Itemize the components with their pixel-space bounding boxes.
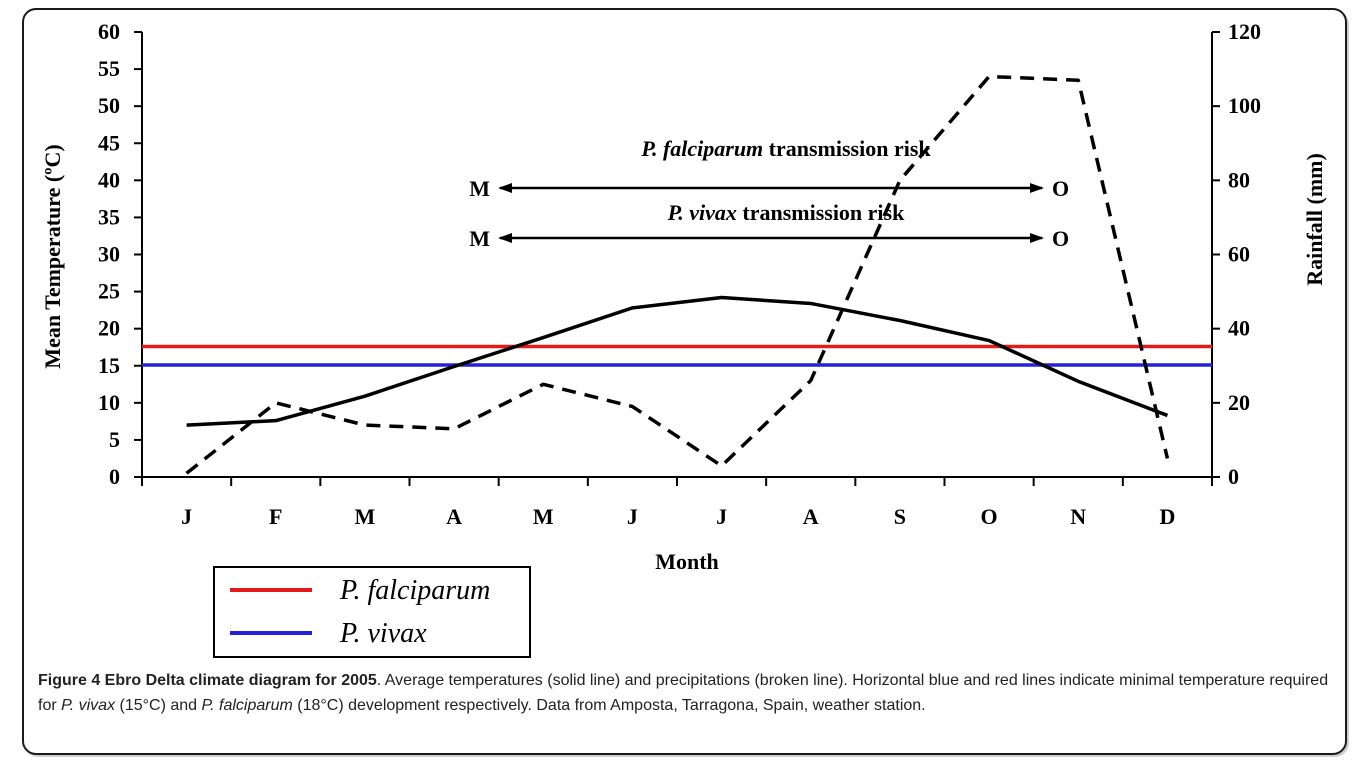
temperature-line xyxy=(186,295,1169,427)
annotation-label-1: P. vivax transmission risk xyxy=(667,200,905,225)
y2-tick-label: 80 xyxy=(1228,167,1250,192)
annotation-label-rest: transmission risk xyxy=(737,200,905,225)
x-tick-label: M xyxy=(355,504,376,529)
y-tick-label: 30 xyxy=(98,242,120,267)
y-tick-label: 35 xyxy=(98,204,120,229)
legend-box xyxy=(213,566,531,658)
y2-tick-label: 40 xyxy=(1228,316,1250,341)
y2-axis-title: Rainfall (mm) xyxy=(1302,153,1327,286)
annotation-label-rest: transmission risk xyxy=(763,136,931,161)
annotation-label-italic: P. falciparum xyxy=(640,136,763,161)
figure-frame xyxy=(22,8,1347,755)
annotation-label-0: P. falciparum transmission risk xyxy=(640,136,931,161)
y-axis-title: Mean Temperature (ºC) xyxy=(40,144,65,368)
y-tick-label: 40 xyxy=(98,167,120,192)
caption-text-3: (18°C) development respectively. Data fr… xyxy=(292,697,926,714)
y-tick-label: 50 xyxy=(98,93,120,118)
x-tick-label: J xyxy=(181,504,192,529)
x-tick-label: O xyxy=(981,504,998,529)
y-tick-label: 45 xyxy=(98,130,120,155)
axes: 0 5 10 15 20 25 30 35 40 45 50 55 60 0 20 40 60 80 100 120 J… xyxy=(40,19,1327,574)
annotation-start-0: M xyxy=(469,176,490,201)
x-tick-label: J xyxy=(627,504,638,529)
x-tick-label: F xyxy=(269,504,282,529)
y-tick-label: 0 xyxy=(109,464,120,489)
plot-lines xyxy=(142,74,1212,475)
x-tick-label: A xyxy=(803,504,819,529)
x-tick-label: D xyxy=(1159,504,1175,529)
y-tick-label: 10 xyxy=(98,390,120,415)
y-tick-label: 55 xyxy=(98,56,120,81)
y2-tick-label: 120 xyxy=(1228,19,1261,44)
x-tick-label: N xyxy=(1070,504,1086,529)
y-tick-label: 25 xyxy=(98,279,120,304)
legend-label-1: P. vivax xyxy=(339,618,427,649)
legend-label-0: P. falciparum xyxy=(339,575,490,606)
annotations: P. falciparum transmission risk M O P. viva… xyxy=(469,136,1069,251)
y2-tick-label: 20 xyxy=(1228,390,1250,415)
y-tick-label: 20 xyxy=(98,316,120,341)
y2-tick-label: 60 xyxy=(1228,242,1250,267)
x-tick-label: J xyxy=(716,504,727,529)
x-axis-title: Month xyxy=(655,549,719,574)
caption-italic-1: P. vivax xyxy=(61,697,116,714)
annotation-label-italic: P. vivax xyxy=(667,200,737,225)
caption-title: Figure 4 Ebro Delta climate diagram for … xyxy=(38,672,377,689)
y-tick-label: 60 xyxy=(98,19,120,44)
x-tick-label: A xyxy=(446,504,462,529)
figure-caption: Figure 4 Ebro Delta climate diagram for … xyxy=(38,668,1338,718)
caption-text-2: (15°C) and xyxy=(115,697,202,714)
x-tick-label: S xyxy=(894,504,906,529)
x-tick-label: M xyxy=(533,504,554,529)
y2-tick-label: 0 xyxy=(1228,464,1239,489)
caption-italic-2: P. falciparum xyxy=(201,697,293,714)
caption-text-1: . Average temperatures (solid line) and … xyxy=(38,672,1329,714)
y-tick-label: 15 xyxy=(98,353,120,378)
annotation-end-1: O xyxy=(1052,226,1069,251)
y-tick-label: 5 xyxy=(109,427,120,452)
annotation-start-1: M xyxy=(469,226,490,251)
y2-tick-label: 100 xyxy=(1228,93,1261,118)
rainfall-line xyxy=(185,74,1170,475)
annotation-end-0: O xyxy=(1052,176,1069,201)
legend: P. falciparum P. vivax xyxy=(213,566,531,658)
